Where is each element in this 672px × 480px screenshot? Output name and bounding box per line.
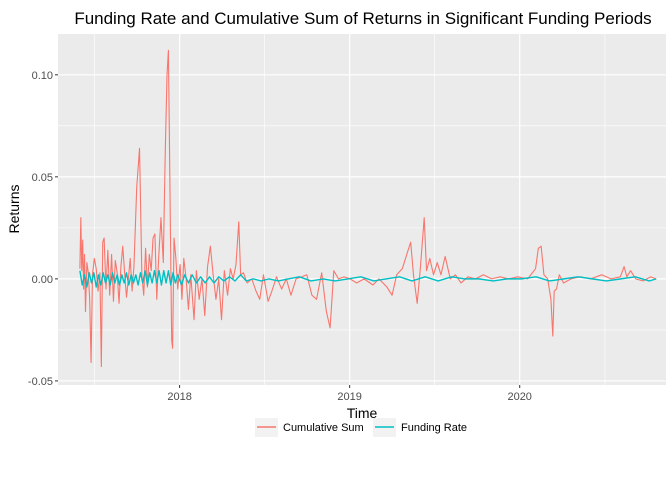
legend-label: Cumulative Sum xyxy=(283,422,364,434)
y-tick-label: -0.05 xyxy=(28,376,53,388)
legend-item-2: Funding Rate xyxy=(373,418,467,437)
legend: Cumulative Sum Funding Rate xyxy=(255,418,467,437)
x-tick-label: 2018 xyxy=(167,391,191,403)
series-lines xyxy=(79,49,657,368)
minor-gridlines xyxy=(58,34,666,385)
series-line-2 xyxy=(79,270,657,288)
legend-label: Funding Rate xyxy=(401,422,467,434)
axes: -0.05 0.00 0.05 0.10 2018 2019 2020 xyxy=(28,70,532,403)
plot-panel xyxy=(58,34,666,385)
x-tick-label: 2020 xyxy=(507,391,531,403)
y-tick-label: 0.10 xyxy=(32,70,53,82)
y-tick-label: 0.00 xyxy=(32,274,53,286)
x-tick-label: 2019 xyxy=(337,391,361,403)
legend-item-1: Cumulative Sum xyxy=(255,418,364,437)
x-axis-title: Time xyxy=(347,405,378,421)
y-axis-title: Returns xyxy=(6,184,22,233)
y-tick-label: 0.05 xyxy=(32,172,53,184)
chart-title: Funding Rate and Cumulative Sum of Retur… xyxy=(74,9,651,28)
